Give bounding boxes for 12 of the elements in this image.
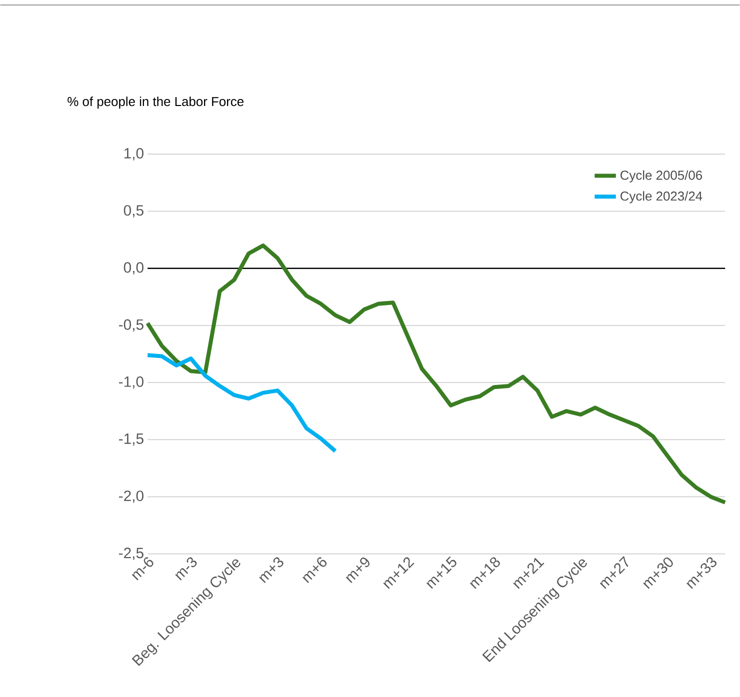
y-axis-title: % of people in the Labor Force [68,96,244,108]
y-tick-label: 1,0 [124,148,144,160]
line-series [146,352,338,453]
y-tick-label: 0,5 [124,204,144,218]
y-tick-label: -0,5 [118,319,144,332]
y-tick-label: -1,0 [118,376,144,389]
y-tick-label: -1,5 [118,433,144,446]
x-tick-label: m-3 [175,557,197,580]
y-tick-label: 0,0 [124,262,144,274]
y-tick-label: -2,0 [118,490,144,503]
legend-label: Cycle 2023/24 [620,190,702,204]
legend-label: Cycle 2005/06 [620,170,702,182]
